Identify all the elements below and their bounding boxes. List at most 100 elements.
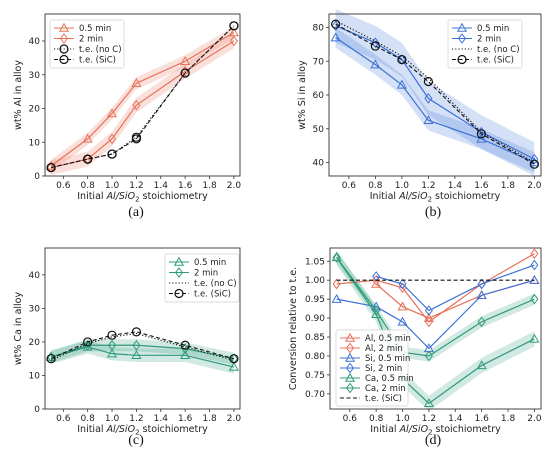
data-point: [180, 68, 190, 78]
data-point: [529, 157, 540, 167]
plot-frame: [44, 247, 241, 410]
y-tick-label: 70: [313, 57, 325, 67]
data-point: [530, 259, 539, 271]
data-point: [228, 361, 239, 371]
x-tick-label: 2.0: [227, 181, 242, 191]
y-tick-label: 40: [313, 159, 325, 169]
y-tick-label: 0.80: [305, 352, 325, 362]
y-tick-label: 1.05: [305, 257, 325, 267]
data-point: [107, 330, 117, 340]
legend-swatch-marker: [59, 54, 69, 65]
legend-entry: t.e. (SiC): [477, 56, 514, 66]
y-tick-label: 0.90: [305, 314, 325, 324]
series-band: [51, 340, 234, 374]
panel-a-al-chart: 0.6 0.8 1.0 1.2 1.4 1.6 1.8 2.0 0 10 20 30 40 Initial…: [13, 13, 242, 220]
data-point: [46, 354, 56, 364]
legend-swatch-marker: [345, 382, 355, 394]
x-tick-label: 0.6: [56, 181, 71, 191]
data-point: [530, 248, 539, 260]
data-point: [106, 348, 118, 358]
y-tick-label: 0.70: [305, 390, 325, 400]
x-tick-label: 1.6: [178, 414, 193, 424]
legend-entry: 2 min: [477, 35, 501, 45]
y-tick-label: 10: [29, 138, 41, 148]
x-tick-label: 0.6: [56, 414, 71, 424]
data-point: [397, 301, 408, 311]
legend-swatch-marker: [58, 22, 70, 32]
x-tick-label: 1.8: [501, 414, 516, 424]
x-tick-label: 0.6: [343, 414, 358, 424]
series-line: [375, 264, 535, 312]
data-point: [108, 133, 117, 145]
series-line: [335, 37, 535, 164]
data-point: [476, 360, 487, 370]
data-point: [370, 59, 381, 69]
data-point: [229, 21, 239, 31]
legend-entry: Ca, 0.5 min: [365, 374, 414, 384]
data-point: [424, 316, 433, 328]
legend-swatch-marker: [174, 288, 184, 299]
x-tick-label: 1.4: [154, 181, 169, 191]
y-tick-label: 50: [313, 125, 325, 135]
y-tick-label: 1.00: [305, 276, 325, 286]
panel-d-conversion-chart: 0.6 0.8 1.0 1.2 1.4 1.6 1.8 2.0 0.70 0.75 0.80 0.85…: [288, 247, 542, 448]
y-axis-label: wt% Al in alloy: [13, 60, 24, 130]
legend-entry: t.e. (no C): [79, 45, 122, 55]
panel-caption: (b): [425, 205, 442, 220]
x-tick-label: 2.0: [227, 414, 242, 424]
series-band: [336, 249, 535, 411]
data-point: [372, 271, 381, 282]
data-point: [106, 108, 118, 118]
data-point: [530, 293, 539, 305]
data-point: [476, 133, 487, 143]
x-tick-label: 1.6: [178, 181, 193, 191]
data-point: [476, 129, 486, 139]
y-tick-label: 0.75: [305, 371, 325, 381]
data-point: [397, 54, 407, 65]
x-tick-label: 1.2: [422, 414, 436, 424]
legend-entry: Al, 2 min: [365, 344, 403, 354]
data-point: [423, 398, 434, 408]
x-tick-label: 1.8: [202, 414, 217, 424]
data-point: [131, 327, 142, 337]
data-point: [83, 154, 93, 164]
x-tick-label: 1.8: [202, 181, 217, 191]
legend-entry: 0.5 min: [194, 258, 226, 268]
legend-entry: t.e. (no C): [194, 279, 237, 289]
data-point: [371, 37, 380, 49]
data-point: [180, 340, 190, 350]
x-tick-label: 1.2: [129, 414, 143, 424]
data-point: [424, 93, 433, 104]
data-point: [229, 35, 238, 47]
series-line: [335, 23, 535, 165]
x-axis-label: Initial Al/SiO2 stoichiometry: [77, 424, 208, 437]
legend-swatch-marker: [345, 342, 355, 354]
legend-entry: Ca, 2 min: [365, 384, 406, 394]
legend-entry: t.e. (SiC): [365, 394, 402, 404]
x-tick-label: 0.8: [80, 414, 95, 424]
series-line: [336, 253, 535, 323]
x-tick-label: 1.4: [448, 414, 463, 424]
legend-box: [447, 19, 523, 69]
y-tick-label: 40: [29, 271, 41, 281]
data-point: [131, 350, 142, 360]
data-point: [229, 354, 239, 364]
data-point: [180, 350, 191, 360]
data-point: [477, 316, 486, 328]
x-tick-label: 1.0: [105, 181, 120, 191]
x-tick-label: 1.2: [129, 181, 143, 191]
data-point: [82, 133, 93, 143]
x-tick-label: 0.8: [368, 181, 383, 191]
data-point: [529, 159, 539, 169]
panel-caption: (a): [128, 205, 144, 220]
series-line: [50, 25, 235, 169]
y-tick-label: 10: [29, 371, 41, 381]
legend-swatch-marker: [59, 44, 69, 54]
x-tick-label: 1.8: [501, 181, 516, 191]
data-point: [397, 316, 408, 326]
data-point: [477, 278, 486, 290]
plot-frame: [44, 13, 241, 177]
